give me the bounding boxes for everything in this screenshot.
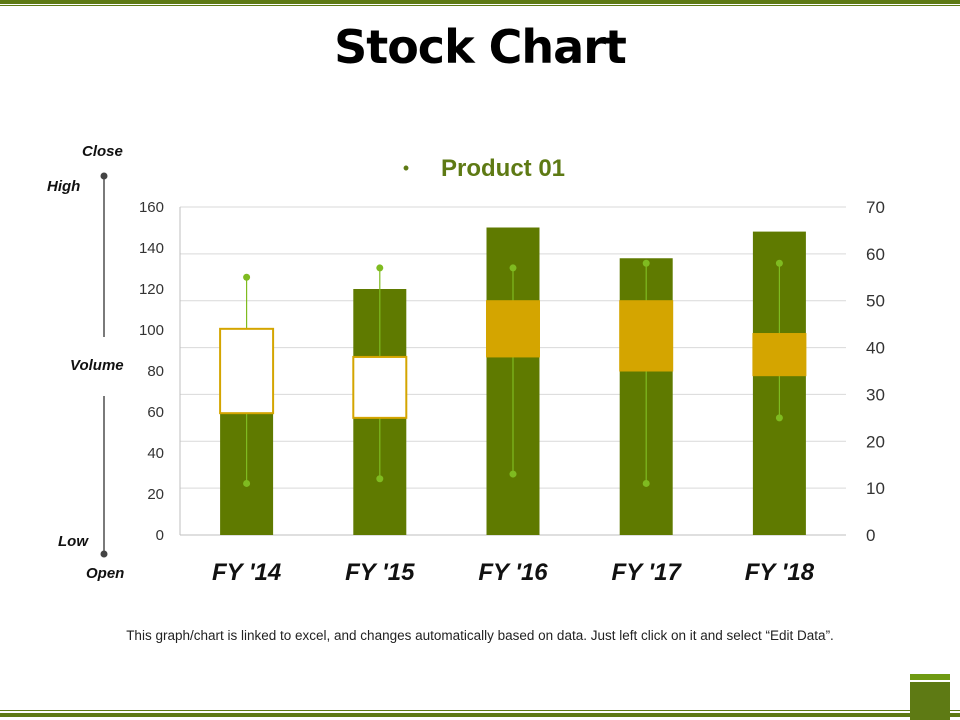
y-left-tick-label: 160 [139, 199, 164, 216]
key-label-low: Low [58, 533, 88, 550]
bottom-accent-bar [0, 713, 960, 717]
footnote: This graph/chart is linked to excel, and… [126, 628, 834, 643]
y-left-tick-label: 0 [156, 527, 164, 544]
down-box [619, 300, 674, 372]
y-right-tick-label: 30 [866, 385, 885, 404]
high-marker [243, 273, 251, 281]
key-top-dot [100, 172, 108, 180]
high-marker [642, 259, 650, 267]
bottom-accent-line [0, 710, 960, 711]
key-bottom-dot [100, 550, 108, 558]
top-accent-bar [0, 0, 960, 4]
x-tick-label: FY '18 [745, 559, 815, 586]
key-label-volume: Volume [70, 357, 124, 374]
x-tick-label: FY '15 [345, 559, 415, 586]
y-right-tick-label: 10 [866, 479, 885, 498]
key-label-open: Open [86, 565, 125, 582]
corner-accent-top [910, 674, 950, 680]
y-left-tick-label: 100 [139, 322, 164, 339]
up-box [352, 355, 408, 419]
low-marker [509, 470, 517, 478]
low-marker [642, 479, 650, 487]
up-box [219, 327, 275, 415]
y-right-tick-label: 50 [866, 292, 885, 311]
legend-bullet: • [403, 158, 409, 178]
high-marker [509, 264, 517, 272]
y-right-tick-label: 60 [866, 245, 885, 264]
y-left-tick-label: 20 [147, 486, 164, 503]
y-right-tick-label: 0 [866, 526, 875, 545]
y-left-tick-label: 80 [147, 363, 164, 380]
y-left-tick-label: 40 [147, 445, 164, 462]
x-tick-label: FY '16 [478, 559, 548, 586]
x-tick-label: FY '17 [612, 559, 683, 586]
y-left-tick-label: 60 [147, 404, 164, 421]
down-box [752, 333, 807, 377]
y-right-tick-label: 40 [866, 339, 885, 358]
page-title: Stock Chart [334, 20, 627, 74]
key-label-high: High [47, 178, 81, 195]
corner-accent-block [910, 682, 950, 720]
y-right-tick-label: 70 [866, 198, 885, 217]
x-tick-label: FY '14 [212, 559, 281, 586]
top-accent-line [0, 5, 960, 6]
high-marker [376, 264, 384, 272]
legend-entry: Product 01 [441, 155, 565, 182]
low-marker [376, 475, 384, 483]
high-marker [775, 259, 783, 267]
low-marker [243, 479, 251, 487]
y-left-tick-label: 140 [139, 240, 164, 257]
y-right-tick-label: 20 [866, 432, 885, 451]
key-label-close: Close [82, 143, 123, 160]
down-box [486, 300, 540, 358]
low-marker [775, 414, 783, 422]
y-left-tick-label: 120 [139, 281, 164, 298]
